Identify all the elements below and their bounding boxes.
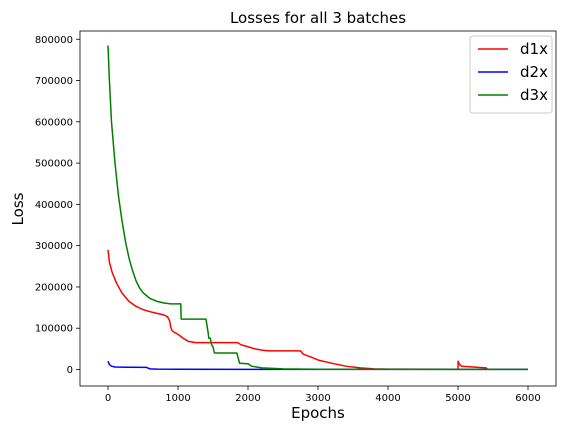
y-tick-label: 300000 [35,241,73,252]
x-axis-title: Epochs [291,404,345,422]
series-line-d3x [107,45,529,371]
legend-label-d3x: d3x [520,86,548,104]
y-tick-label: 200000 [35,282,73,293]
y-axis-title: Loss [9,192,27,225]
plot-area: 0 1000 2000 3000 4000 5000 6000 0 100000 200000 30… [35,30,557,404]
x-tick-label: 6000 [515,393,540,404]
legend-label-d1x: d1x [520,40,548,58]
y-tick-label: 600000 [35,117,73,128]
y-tick-label: 700000 [35,76,73,87]
x-tick-label: 0 [105,393,111,404]
chart-title: Losses for all 3 batches [230,9,406,27]
y-tick-label: 0 [67,365,73,376]
y-tick-label: 100000 [35,324,73,335]
y-tick-label: 500000 [35,159,73,170]
x-tick-label: 4000 [375,393,400,404]
x-tick-label: 1000 [165,393,190,404]
y-tick-label: 400000 [35,200,73,211]
legend: d1x d2x d3x [469,35,553,114]
series-line-d2x [107,360,529,371]
y-tick-label: 800000 [35,35,73,46]
legend-box [469,35,553,114]
x-tick-label: 2000 [235,393,260,404]
series-line-d1x [107,249,529,371]
x-tick-label: 3000 [305,393,330,404]
legend-label-d2x: d2x [520,63,548,81]
x-tick-label: 5000 [445,393,470,404]
